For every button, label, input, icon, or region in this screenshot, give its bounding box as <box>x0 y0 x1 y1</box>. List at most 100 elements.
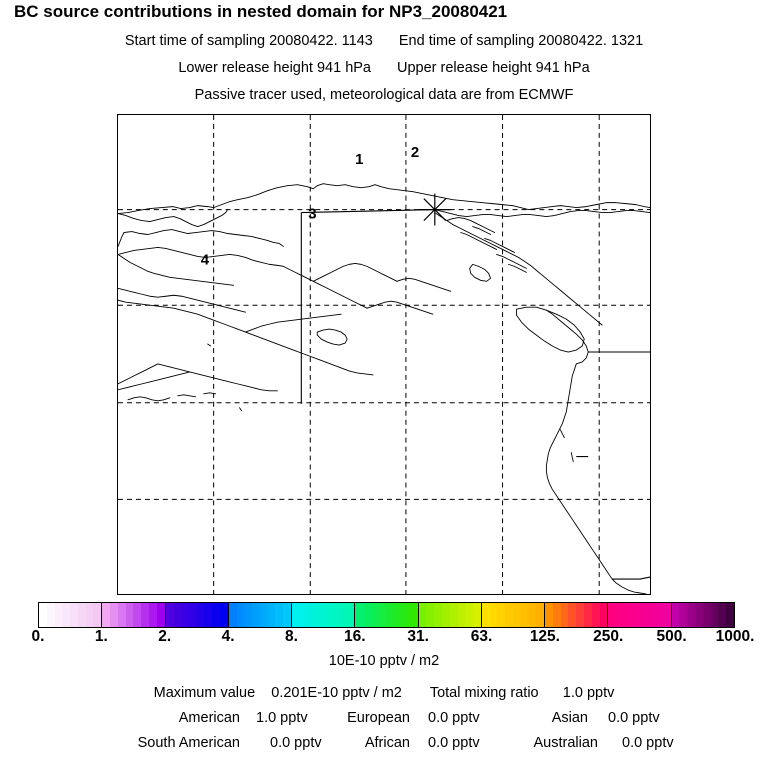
colorbar-tick-1: 1. <box>94 628 108 645</box>
colorbar-band <box>426 603 435 627</box>
horizontal-gridlines <box>118 209 650 500</box>
map-label-3: 3 <box>308 206 316 223</box>
european-value: 0.0 pptv <box>428 710 480 726</box>
tracer-note: Passive tracer used, meteorological data… <box>194 87 574 103</box>
colorbar-band <box>62 603 71 627</box>
colorbar-band <box>536 603 545 627</box>
colorbar-band <box>338 603 347 627</box>
colorbar-band <box>267 603 276 627</box>
map-plot-area: 1 2 3 4 <box>117 114 651 595</box>
colorbar-segment-10 <box>671 603 734 627</box>
colorbar-band <box>662 603 671 627</box>
colorbar <box>38 602 735 628</box>
colorbar-band <box>252 603 260 627</box>
vertical-gridlines <box>213 115 600 594</box>
colorbar-wrapper <box>38 602 735 628</box>
colorbar-band <box>631 603 640 627</box>
american-value: 1.0 pptv <box>256 710 308 726</box>
colorbar-band <box>655 603 663 627</box>
colorbar-band <box>441 603 450 627</box>
colorbar-band <box>695 603 703 627</box>
colorbar-band <box>355 603 364 627</box>
colorbar-band <box>418 603 427 627</box>
colorbar-band <box>315 603 324 627</box>
upper-release-height-label: Upper release height 941 hPa <box>397 60 590 76</box>
footer-summary-row: Maximum value 0.201E-10 pptv / m2 Total … <box>0 685 768 701</box>
colorbar-band <box>599 603 608 627</box>
colorbar-band <box>275 603 284 627</box>
colorbar-band <box>505 603 513 627</box>
colorbar-band <box>394 603 403 627</box>
colorbar-band <box>679 603 688 627</box>
colorbar-band <box>181 603 189 627</box>
total-mixing-ratio-value: 1.0 pptv <box>562 685 615 701</box>
colorbar-band <box>236 603 245 627</box>
colorbar-band <box>77 603 86 627</box>
map-svg: 1 2 3 4 <box>118 115 650 594</box>
total-mixing-ratio-label: Total mixing ratio <box>429 685 539 701</box>
colorbar-tick-11: 1000. <box>715 628 755 645</box>
colorbar-band <box>576 603 585 627</box>
colorbar-band <box>220 603 228 627</box>
colorbar-band <box>702 603 711 627</box>
end-time-label: End time of sampling 20080422. 1321 <box>398 33 644 49</box>
colorbar-band <box>196 603 205 627</box>
colorbar-tick-6: 31. <box>407 628 429 645</box>
colorbar-band <box>616 603 624 627</box>
colorbar-band <box>584 603 592 627</box>
coastline-paths <box>118 183 650 594</box>
colorbar-unit-label: 10E-10 pptv / m2 <box>328 653 440 669</box>
colorbar-band <box>165 603 174 627</box>
colorbar-band <box>307 603 316 627</box>
colorbar-band <box>228 603 237 627</box>
colorbar-band <box>141 603 149 627</box>
map-label-1: 1 <box>355 151 363 168</box>
colorbar-band <box>409 603 418 627</box>
colorbar-band <box>671 603 680 627</box>
colorbar-band <box>299 603 308 627</box>
colorbar-band <box>545 603 553 627</box>
colorbar-band <box>378 603 387 627</box>
colorbar-band <box>481 603 490 627</box>
south-american-value: 0.0 pptv <box>270 735 322 751</box>
colorbar-band <box>449 603 458 627</box>
colorbar-band <box>330 603 339 627</box>
colorbar-band <box>148 603 157 627</box>
release-height-row: Lower release height 941 hPa Upper releas… <box>0 60 768 76</box>
colorbar-band <box>188 603 197 627</box>
colorbar-band <box>560 603 569 627</box>
asian-value: 0.0 pptv <box>608 710 660 726</box>
colorbar-band <box>647 603 656 627</box>
colorbar-band <box>528 603 537 627</box>
colorbar-band <box>93 603 102 627</box>
colorbar-segment-6 <box>418 603 482 627</box>
colorbar-band <box>434 603 442 627</box>
colorbar-band <box>204 603 213 627</box>
colorbar-band <box>370 603 379 627</box>
colorbar-band <box>156 603 165 627</box>
colorbar-band <box>726 603 734 627</box>
start-time-label: Start time of sampling 20080422. 1143 <box>124 33 373 49</box>
lower-release-height-label: Lower release height 941 hPa <box>178 60 371 76</box>
colorbar-band <box>283 603 292 627</box>
colorbar-band <box>323 603 331 627</box>
south-american-label: South American <box>137 735 240 751</box>
colorbar-segment-3 <box>228 603 293 627</box>
australian-value: 0.0 pptv <box>622 735 674 751</box>
colorbar-band <box>70 603 78 627</box>
colorbar-band <box>608 603 617 627</box>
colorbar-band <box>497 603 506 627</box>
colorbar-tick-5: 16. <box>344 628 366 645</box>
colorbar-band <box>363 603 371 627</box>
colorbar-band <box>244 603 253 627</box>
colorbar-band <box>687 603 695 627</box>
colorbar-band <box>489 603 498 627</box>
colorbar-band <box>292 603 300 627</box>
colorbar-tick-7: 63. <box>470 628 493 645</box>
political-borders <box>300 209 650 580</box>
colorbar-band <box>46 603 55 627</box>
colorbar-band <box>102 603 111 627</box>
colorbar-segment-1 <box>102 603 166 627</box>
african-value: 0.0 pptv <box>428 735 480 751</box>
